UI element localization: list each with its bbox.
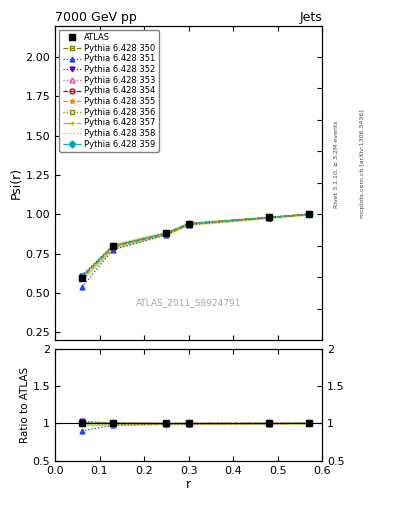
Pythia 6.428 357 xyxy=(110,244,115,250)
Pythia 6.428 355 xyxy=(110,244,115,250)
Pythia 6.428 352 xyxy=(307,211,311,217)
Line: Pythia 6.428 352: Pythia 6.428 352 xyxy=(79,212,311,278)
Pythia 6.428 355 xyxy=(307,211,311,217)
Pythia 6.428 354 xyxy=(79,275,84,281)
Pythia 6.428 359 xyxy=(266,215,271,221)
Y-axis label: Ratio to ATLAS: Ratio to ATLAS xyxy=(20,367,30,443)
Pythia 6.428 358 xyxy=(79,274,84,281)
Pythia 6.428 359 xyxy=(186,221,191,227)
Line: Pythia 6.428 358: Pythia 6.428 358 xyxy=(82,214,309,278)
Pythia 6.428 359 xyxy=(164,230,169,237)
Pythia 6.428 359 xyxy=(110,243,115,249)
Pythia 6.428 355 xyxy=(79,275,84,281)
Pythia 6.428 357 xyxy=(186,221,191,227)
Pythia 6.428 354 xyxy=(266,215,271,221)
Pythia 6.428 357 xyxy=(266,215,271,221)
Pythia 6.428 353 xyxy=(307,211,311,217)
Pythia 6.428 354 xyxy=(164,230,169,237)
Pythia 6.428 356 xyxy=(79,274,84,281)
Pythia 6.428 358 xyxy=(110,243,115,249)
Pythia 6.428 356 xyxy=(164,230,169,237)
Pythia 6.428 359 xyxy=(79,274,84,281)
Pythia 6.428 353 xyxy=(110,244,115,250)
Pythia 6.428 350 xyxy=(164,230,169,237)
Pythia 6.428 351 xyxy=(307,211,311,217)
Pythia 6.428 350 xyxy=(79,274,84,281)
ATLAS xyxy=(164,230,169,236)
Pythia 6.428 358 xyxy=(266,215,271,221)
Line: Pythia 6.428 359: Pythia 6.428 359 xyxy=(79,212,311,280)
Text: Rivet 3.1.10, ≥ 3.2M events: Rivet 3.1.10, ≥ 3.2M events xyxy=(334,120,339,208)
Pythia 6.428 355 xyxy=(186,221,191,227)
Line: Pythia 6.428 356: Pythia 6.428 356 xyxy=(79,212,311,280)
ATLAS xyxy=(266,215,271,221)
Line: Pythia 6.428 357: Pythia 6.428 357 xyxy=(79,212,311,280)
Y-axis label: Psi(r): Psi(r) xyxy=(10,167,23,199)
ATLAS xyxy=(186,221,191,227)
Pythia 6.428 356 xyxy=(266,215,271,221)
Pythia 6.428 352 xyxy=(266,215,271,221)
Pythia 6.428 356 xyxy=(307,211,311,217)
Pythia 6.428 358 xyxy=(164,230,169,237)
Pythia 6.428 354 xyxy=(110,244,115,250)
Pythia 6.428 354 xyxy=(307,211,311,217)
Line: Pythia 6.428 353: Pythia 6.428 353 xyxy=(79,212,311,281)
Pythia 6.428 356 xyxy=(110,243,115,249)
Pythia 6.428 354 xyxy=(186,221,191,227)
Pythia 6.428 351 xyxy=(110,246,115,252)
Pythia 6.428 355 xyxy=(266,215,271,221)
Pythia 6.428 350 xyxy=(186,221,191,227)
Pythia 6.428 357 xyxy=(307,211,311,217)
Line: Pythia 6.428 351: Pythia 6.428 351 xyxy=(79,212,311,290)
Pythia 6.428 357 xyxy=(79,274,84,281)
Pythia 6.428 353 xyxy=(266,215,271,221)
Text: ATLAS_2011_S8924791: ATLAS_2011_S8924791 xyxy=(136,298,241,307)
Pythia 6.428 352 xyxy=(79,272,84,279)
Pythia 6.428 358 xyxy=(186,221,191,227)
Line: Pythia 6.428 355: Pythia 6.428 355 xyxy=(79,212,311,281)
Line: Pythia 6.428 354: Pythia 6.428 354 xyxy=(79,212,311,281)
Pythia 6.428 357 xyxy=(164,230,169,237)
Pythia 6.428 352 xyxy=(186,221,191,227)
Pythia 6.428 351 xyxy=(79,284,84,290)
Pythia 6.428 351 xyxy=(266,215,271,221)
Pythia 6.428 353 xyxy=(79,275,84,281)
ATLAS xyxy=(79,275,84,281)
Pythia 6.428 352 xyxy=(164,230,169,237)
Pythia 6.428 350 xyxy=(110,243,115,249)
Pythia 6.428 353 xyxy=(186,221,191,227)
Pythia 6.428 356 xyxy=(186,221,191,227)
Pythia 6.428 352 xyxy=(110,243,115,249)
Pythia 6.428 351 xyxy=(164,231,169,238)
Pythia 6.428 353 xyxy=(164,230,169,237)
ATLAS xyxy=(110,243,115,249)
Pythia 6.428 350 xyxy=(307,211,311,217)
Line: Pythia 6.428 350: Pythia 6.428 350 xyxy=(79,212,311,280)
X-axis label: r: r xyxy=(186,478,191,492)
Pythia 6.428 359 xyxy=(307,211,311,217)
Pythia 6.428 355 xyxy=(164,230,169,237)
Text: mcplots.cern.ch [arXiv:1306.3436]: mcplots.cern.ch [arXiv:1306.3436] xyxy=(360,110,365,218)
ATLAS xyxy=(307,211,311,217)
Pythia 6.428 350 xyxy=(266,215,271,221)
Pythia 6.428 351 xyxy=(186,222,191,228)
Text: 7000 GeV pp: 7000 GeV pp xyxy=(55,11,137,25)
Line: ATLAS: ATLAS xyxy=(78,211,312,282)
Legend: ATLAS, Pythia 6.428 350, Pythia 6.428 351, Pythia 6.428 352, Pythia 6.428 353, P: ATLAS, Pythia 6.428 350, Pythia 6.428 35… xyxy=(59,30,159,152)
Text: Jets: Jets xyxy=(299,11,322,25)
Pythia 6.428 358 xyxy=(307,211,311,217)
